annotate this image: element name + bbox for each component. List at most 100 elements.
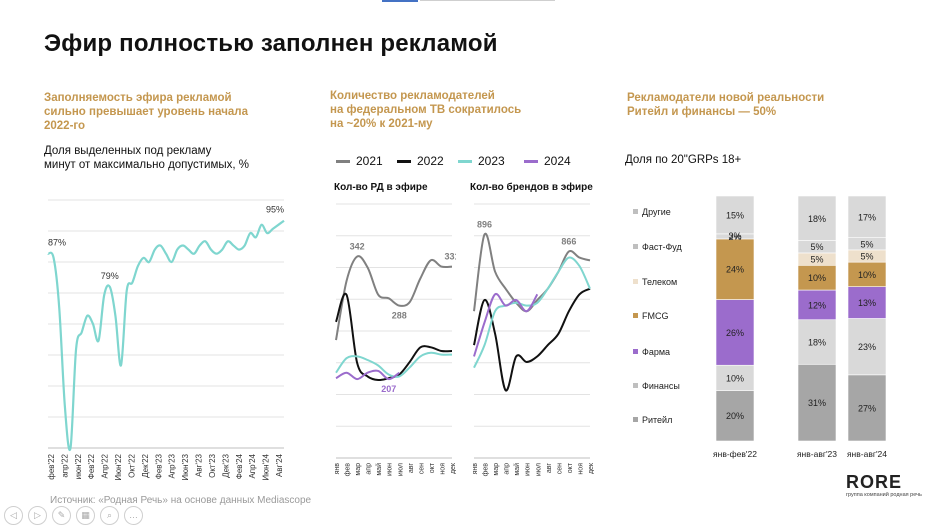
- bar-value-label: 18%: [808, 338, 826, 348]
- panel1-caption-line: минут от максимально допустимых, %: [44, 159, 250, 171]
- panel1-heading-line: сильно превышает уровень начала: [44, 106, 248, 118]
- x-tick-label: май: [375, 463, 383, 476]
- prev-slide-icon[interactable]: ◁: [4, 506, 23, 525]
- data-label: 79%: [101, 271, 119, 281]
- bar-value-label: 5%: [860, 252, 873, 262]
- page-title: Эфир полностью заполнен рекламой: [44, 30, 498, 57]
- data-label: 87%: [48, 238, 66, 248]
- bar-segment: [797, 195, 837, 241]
- x-tick-label: ноя: [439, 463, 446, 475]
- x-tick-label: янв: [472, 463, 479, 475]
- panel2-heading-line: Количество рекламодателей: [330, 90, 495, 102]
- bar-segment: [797, 363, 837, 442]
- bar-value-label: 12%: [808, 300, 826, 310]
- bar-value-label: 17%: [858, 212, 876, 222]
- legend-label: 2023: [478, 154, 505, 168]
- bar-segment: [715, 364, 755, 391]
- data-label: 896: [477, 219, 492, 229]
- legend-label: Фаст-Фуд: [642, 242, 683, 252]
- legend-swatch: [397, 160, 411, 164]
- x-tick-label: окт: [429, 462, 436, 473]
- bar-value-label: 26%: [726, 328, 744, 338]
- legend-2024: 2024: [524, 154, 571, 168]
- x-category-label: янв-авг'24: [847, 449, 887, 459]
- x-tick-label: Июн'23: [181, 453, 190, 480]
- chart2-title: Кол-во РД в эфире: [334, 182, 428, 193]
- x-tick-label: Июн'22: [114, 453, 123, 480]
- x-tick-label: июн: [387, 463, 394, 476]
- legend-label: 2022: [417, 154, 444, 168]
- x-tick-label: июн'22: [74, 453, 83, 479]
- source-note: Источник: «Родная Речь» на основе данных…: [50, 495, 312, 506]
- x-category-label: янв-фев'22: [713, 449, 757, 459]
- x-tick-label: апр: [366, 463, 373, 475]
- chart3-title: Кол-во брендов в эфире: [470, 182, 593, 193]
- legend-swatch: [633, 383, 638, 388]
- slideshow-toolbar: ◁ ▷ ✎ ▦ ⌕ …: [4, 505, 148, 525]
- x-tick-label: мар: [355, 463, 362, 476]
- x-tick-label: Дек'22: [141, 453, 150, 477]
- series-line-2021: [473, 232, 591, 313]
- panel2-heading-line: на ~20% к 2021-му: [330, 118, 433, 130]
- bar-value-label: 20%: [726, 411, 744, 421]
- bar-value-label: 15%: [726, 210, 744, 220]
- legend-swatch: [633, 349, 638, 354]
- slide-progress-track: [420, 0, 555, 1]
- x-tick-label: Окт'22: [127, 453, 136, 477]
- legend-label: 2024: [544, 154, 571, 168]
- legend-swatch: [633, 313, 638, 318]
- x-tick-label: Апр'22: [101, 453, 110, 478]
- panel1-heading: Заполняемость эфира рекламой сильно прев…: [44, 91, 248, 133]
- brand-logo-subtitle: группа компаний родная речь: [846, 492, 922, 498]
- x-tick-label: авг: [408, 463, 415, 474]
- series-line-2023: [473, 256, 591, 369]
- legend-label: Ритейл: [642, 415, 672, 425]
- x-tick-label: Авг'24: [275, 453, 284, 476]
- legend-label: FMCG: [642, 311, 669, 321]
- legend-label: Телеком: [642, 277, 677, 287]
- x-tick-label: Авг'23: [195, 453, 204, 476]
- x-tick-label: май: [513, 463, 521, 476]
- bar-value-label: 5%: [860, 239, 873, 249]
- data-label: 288: [392, 311, 407, 321]
- pen-icon[interactable]: ✎: [52, 506, 71, 525]
- x-tick-label: июл: [397, 463, 404, 476]
- x-category-label: янв-авг'23: [797, 449, 837, 459]
- brands-count-chart: 896 866 янв фев мар апр май июн июл авг сен окт ноя д…: [472, 203, 594, 477]
- panel2-heading-line: на федеральном ТВ сократилось: [330, 104, 522, 116]
- slides-icon[interactable]: ▦: [76, 506, 95, 525]
- panel2-heading: Количество рекламодателей на федеральном…: [330, 89, 521, 131]
- x-tick-label: июн: [525, 463, 532, 476]
- bar-segment: [715, 299, 755, 366]
- more-icon[interactable]: …: [124, 506, 143, 525]
- x-tick-label: Апр'23: [168, 453, 177, 478]
- series-line-2024: [335, 369, 400, 381]
- brand-logo: RORE: [846, 472, 902, 493]
- legend-label: Другие: [642, 207, 671, 217]
- legend-swatch: [458, 160, 472, 164]
- legend-swatch: [633, 209, 638, 214]
- legend-2021: 2021: [336, 154, 383, 168]
- x-tick-label: фев: [483, 463, 490, 477]
- bar-value-label: 10%: [726, 373, 744, 383]
- panel3-heading-line: Рекламодатели новой реальности: [627, 92, 825, 104]
- legend-swatch: [524, 160, 538, 164]
- x-tick-label: дек: [450, 462, 456, 474]
- bar-value-label: 5%: [810, 255, 823, 265]
- x-tick-label: Фев'23: [154, 453, 163, 479]
- bar-value-label: 18%: [808, 214, 826, 224]
- x-tick-label: июл: [535, 463, 542, 476]
- next-slide-icon[interactable]: ▷: [28, 506, 47, 525]
- panel1-heading-line: Заполняемость эфира рекламой: [44, 92, 232, 104]
- panel3-caption: Доля по 20"GRPs 18+: [625, 154, 742, 166]
- bar-value-label: 27%: [858, 403, 876, 413]
- x-tick-label: окт: [567, 462, 574, 473]
- bar-segment: [715, 195, 755, 235]
- zoom-icon[interactable]: ⌕: [100, 506, 119, 525]
- bar-segment: [847, 374, 887, 442]
- bar-value-label: 2%: [728, 232, 741, 242]
- panel1-heading-line: 2022-го: [44, 120, 86, 132]
- series-line-2022: [335, 292, 453, 382]
- bar-value-label: 3%: [728, 231, 741, 241]
- bar-segment: [715, 238, 755, 300]
